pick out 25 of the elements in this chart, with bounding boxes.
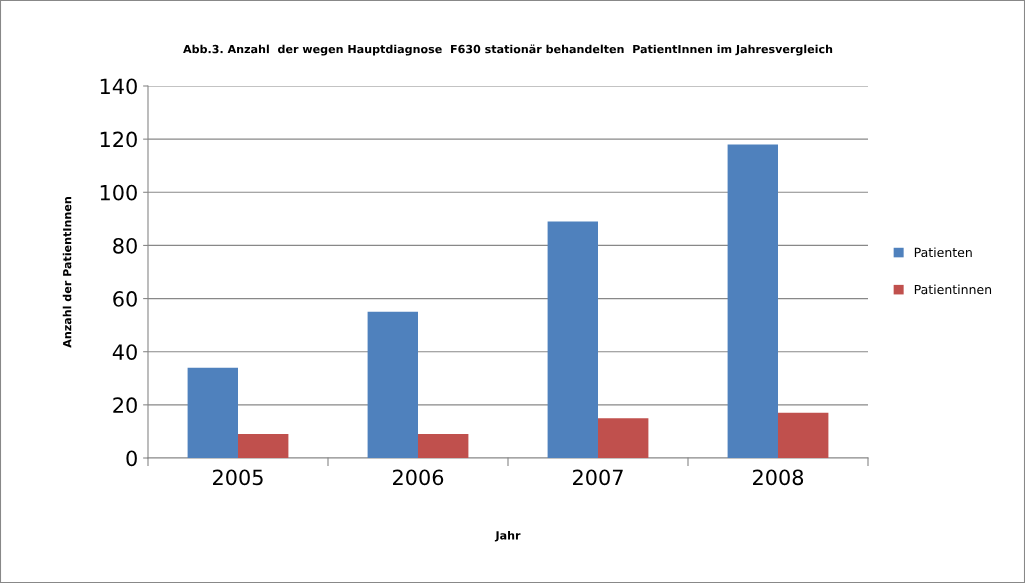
y-tick-label: 100 [100, 184, 137, 201]
x-tick-label: 2007 [573, 469, 623, 486]
bar [238, 434, 289, 458]
legend-label: Patienten [914, 247, 972, 258]
bar [598, 418, 649, 458]
x-tick-label: 2006 [393, 469, 444, 486]
y-tick-label: 20 [113, 397, 137, 414]
chart-title: Abb.3. Anzahl der wegen Hauptdiagnose F630 stationär behandelten PatientInnen im Jahresvergleich [183, 44, 833, 56]
x-tick-label: 2005 [213, 469, 263, 486]
bar [418, 434, 469, 458]
bar [187, 367, 238, 458]
bar [778, 412, 829, 458]
y-tick-label: 0 [126, 450, 137, 467]
bar [547, 221, 598, 458]
bar [727, 144, 778, 458]
x-axis-title: Jahr [494, 530, 521, 542]
y-tick-label: 140 [100, 78, 137, 95]
legend-label: Patientinnen [914, 284, 992, 295]
x-tick-label: 2008 [753, 469, 804, 486]
y-tick-label: 120 [100, 131, 137, 148]
y-axis-title: Anzahl der PatientInnen [62, 197, 72, 348]
y-tick-label: 80 [113, 237, 137, 254]
y-tick-label: 60 [113, 291, 137, 307]
bar [367, 311, 418, 458]
y-tick-label: 40 [112, 344, 137, 360]
